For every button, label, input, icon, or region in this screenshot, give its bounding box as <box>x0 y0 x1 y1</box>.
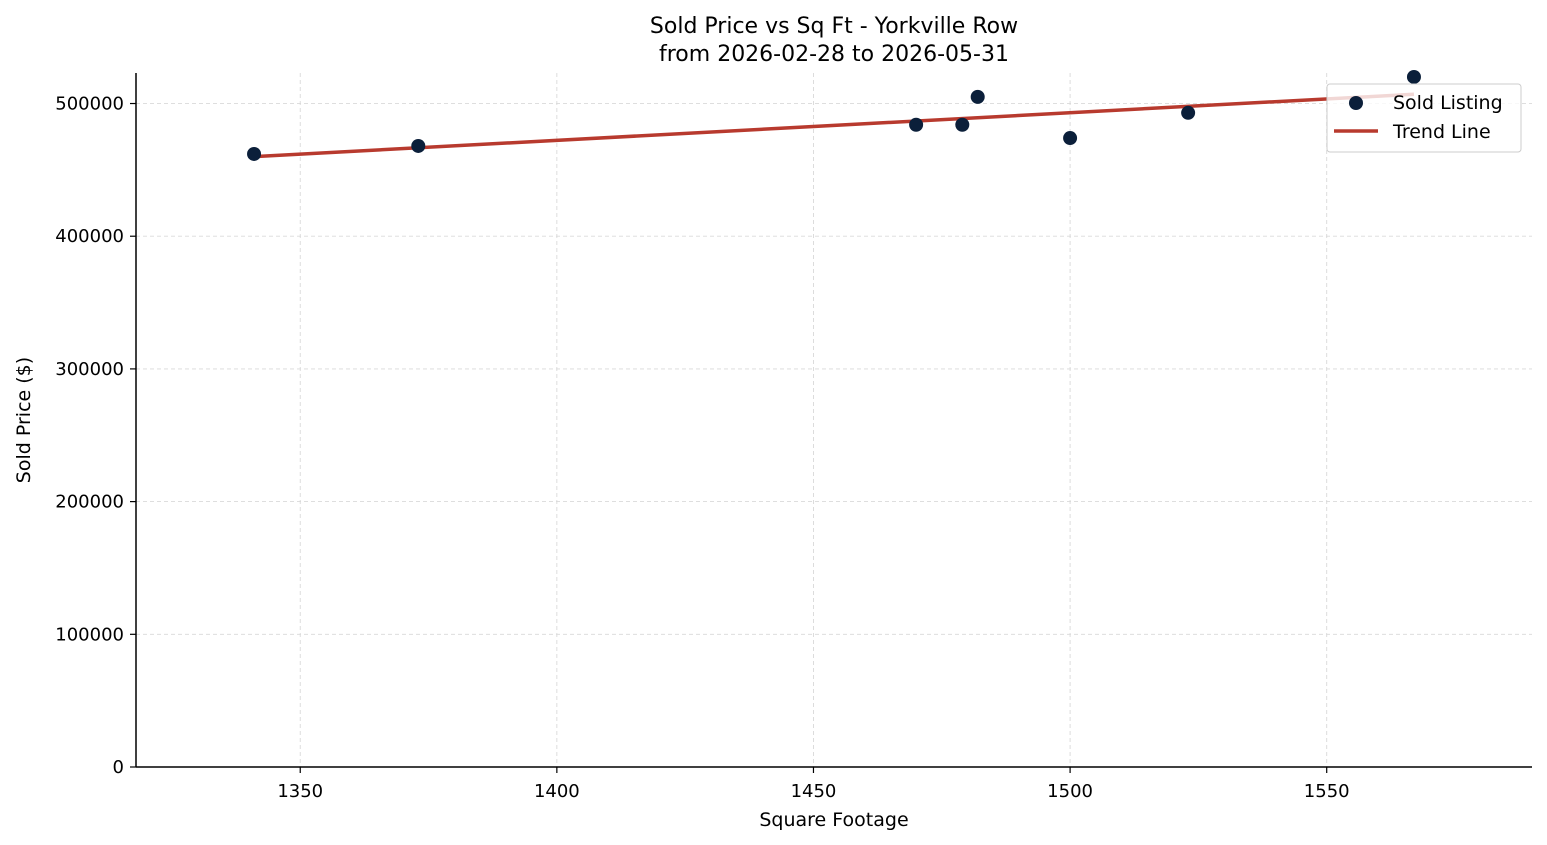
x-axis-label: Square Footage <box>759 809 908 831</box>
y-tick-label: 500000 <box>55 94 124 115</box>
y-tick-label: 300000 <box>55 359 124 380</box>
x-tick-label: 1350 <box>277 781 323 802</box>
scatter-point <box>1181 105 1196 120</box>
x-tick-label: 1500 <box>1047 781 1093 802</box>
x-tick-label: 1550 <box>1304 781 1350 802</box>
legend-box <box>1326 83 1522 153</box>
y-axis-label: Sold Price ($) <box>13 357 35 483</box>
y-tick-label: 0 <box>113 757 124 778</box>
scatter-point <box>955 117 970 132</box>
y-tick-label: 100000 <box>55 624 124 645</box>
x-tick-label: 1450 <box>791 781 837 802</box>
chart-title: Sold Price vs Sq Ft - Yorkville Row <box>650 14 1018 39</box>
legend-label-sold-listing: Sold Listing <box>1393 92 1503 114</box>
y-tick-label: 400000 <box>55 226 124 247</box>
legend: Sold Listing Trend Line <box>1326 83 1522 153</box>
axes <box>135 73 1532 768</box>
legend-label-trend-line: Trend Line <box>1392 121 1491 143</box>
series <box>247 69 1421 161</box>
scatter-point <box>1063 131 1078 146</box>
scatter-point <box>1406 69 1421 84</box>
scatter-point <box>411 138 426 153</box>
scatter-point <box>247 146 262 161</box>
x-tick-label: 1400 <box>534 781 580 802</box>
legend-marker-sold-listing <box>1349 96 1363 110</box>
y-tick-label: 200000 <box>55 492 124 513</box>
scatter-point <box>909 117 924 132</box>
ticks: 1350 1400 1450 1500 1550 0 100000 200000 300000 4… <box>55 94 1349 802</box>
scatter-point <box>970 89 985 104</box>
grid <box>136 73 1532 767</box>
chart-subtitle: from 2026-02-28 to 2026-05-31 <box>659 42 1009 67</box>
trend-line <box>253 92 1415 159</box>
